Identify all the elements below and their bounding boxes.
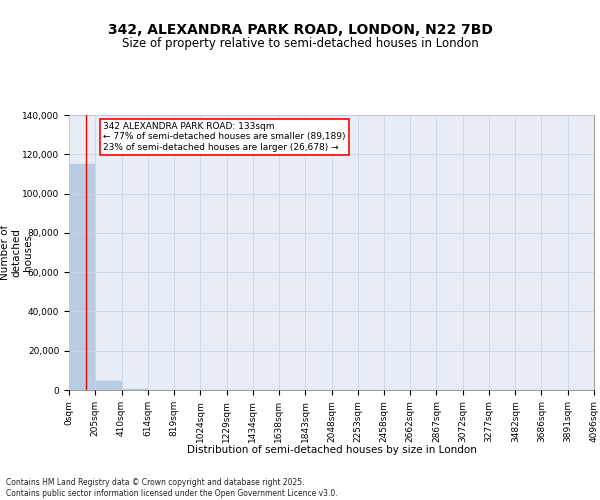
Text: 342, ALEXANDRA PARK ROAD, LONDON, N22 7BD: 342, ALEXANDRA PARK ROAD, LONDON, N22 7B…	[107, 22, 493, 36]
Y-axis label: Number of
detached
houses: Number of detached houses	[0, 225, 33, 280]
Bar	[69, 164, 95, 390]
Bar	[95, 380, 122, 390]
Text: Contains HM Land Registry data © Crown copyright and database right 2025.
Contai: Contains HM Land Registry data © Crown c…	[6, 478, 338, 498]
Text: 342 ALEXANDRA PARK ROAD: 133sqm
← 77% of semi-detached houses are smaller (89,18: 342 ALEXANDRA PARK ROAD: 133sqm ← 77% of…	[103, 122, 346, 152]
X-axis label: Distribution of semi-detached houses by size in London: Distribution of semi-detached houses by …	[187, 444, 476, 454]
Text: Size of property relative to semi-detached houses in London: Size of property relative to semi-detach…	[122, 38, 478, 51]
Bar	[122, 388, 148, 390]
